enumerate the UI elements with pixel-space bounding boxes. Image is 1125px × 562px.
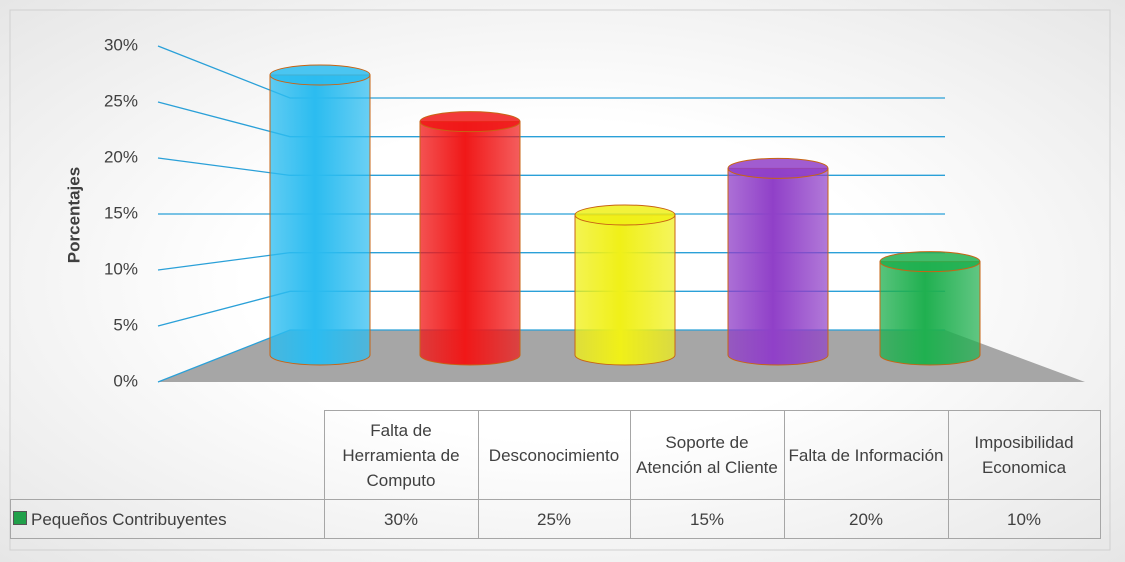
y-tick-label: 25% xyxy=(104,91,138,110)
value-label: 15% xyxy=(629,499,785,539)
y-tick-label: 30% xyxy=(104,35,138,54)
y-tick-label: 5% xyxy=(113,315,138,334)
category-label: Soporte de Atención al Cliente xyxy=(629,410,785,500)
blank-cell xyxy=(11,411,325,500)
value-label: 10% xyxy=(947,499,1101,539)
chart-border xyxy=(9,9,1111,551)
bar xyxy=(419,121,521,366)
bar-top xyxy=(574,204,676,226)
bar xyxy=(574,214,676,366)
legend-label: Pequeños Contribuyentes xyxy=(31,509,227,529)
data-table: Falta de Herramienta de Computo Desconoci… xyxy=(10,410,1101,539)
value-label: 30% xyxy=(323,499,479,539)
bar xyxy=(879,261,981,366)
legend-swatch xyxy=(13,510,27,525)
bar-top xyxy=(269,64,371,86)
y-tick-label: 10% xyxy=(104,259,138,278)
bar-top xyxy=(727,157,829,179)
value-label: 20% xyxy=(783,499,949,539)
category-label: Falta de Herramienta de Computo xyxy=(323,410,479,500)
value-label: 25% xyxy=(477,499,631,539)
category-label: Imposibilidad Economica xyxy=(947,410,1101,500)
category-label: Desconocimiento xyxy=(477,410,631,500)
category-label: Falta de Información xyxy=(783,410,949,500)
bar-top xyxy=(879,251,981,273)
y-axis-label: Porcentajes xyxy=(64,167,83,263)
y-tick-label: 0% xyxy=(113,371,138,390)
y-tick-label: 15% xyxy=(104,203,138,222)
bar xyxy=(727,167,829,366)
y-tick-label: 20% xyxy=(104,147,138,166)
bar-top xyxy=(419,111,521,133)
legend-cell: Pequeños Contribuyentes xyxy=(10,499,325,539)
bar xyxy=(269,74,371,366)
